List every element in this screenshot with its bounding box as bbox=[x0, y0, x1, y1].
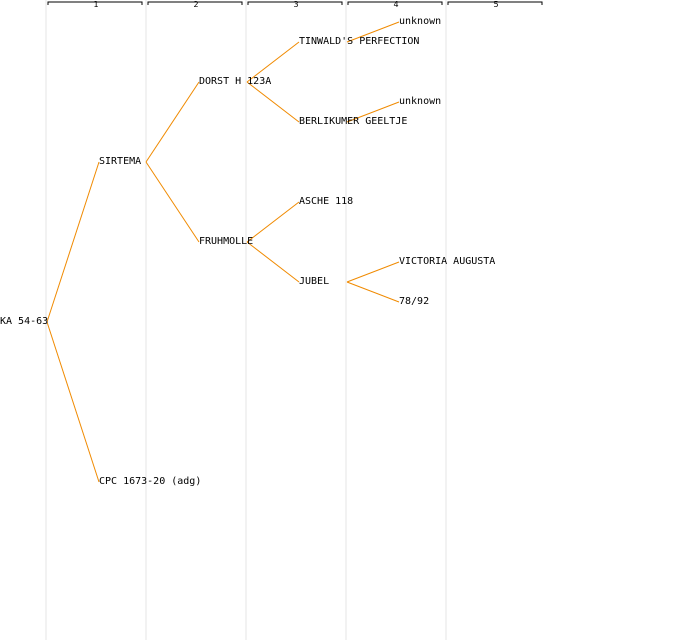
edge-g1_sire-g2_sire bbox=[145, 81, 200, 163]
column-header-label-1: 1 bbox=[93, 0, 99, 9]
node-gen3-a[interactable]: TINWALD'S PERFECTION bbox=[299, 36, 420, 47]
column-header-2: 2 bbox=[148, 0, 244, 9]
node-root[interactable]: KA 54-63 bbox=[0, 316, 49, 327]
edge-g1_sire-g2_dam bbox=[145, 161, 200, 243]
column-header-label-4: 4 bbox=[393, 0, 399, 9]
edge-g2_sire-g3_b bbox=[246, 81, 300, 123]
node-gen4-c[interactable]: VICTORIA AUGUSTA bbox=[399, 256, 496, 267]
edge-g3_b-g4_b bbox=[346, 101, 400, 123]
node-gen3-b[interactable]: BERLIKUMER GEELTJE bbox=[299, 116, 408, 127]
node-sire-sire[interactable]: DORST H 123A bbox=[199, 76, 272, 87]
node-sire-dam[interactable]: FRUHMOLLE bbox=[199, 236, 254, 247]
node-sire[interactable]: SIRTEMA bbox=[99, 156, 142, 167]
column-bracket-5 bbox=[447, 1, 543, 5]
column-header-4: 4 bbox=[348, 0, 444, 9]
node-gen4-b[interactable]: unknown bbox=[399, 96, 442, 107]
column-header-1: 1 bbox=[48, 0, 144, 9]
column-header-label-3: 3 bbox=[293, 0, 299, 9]
column-header-5: 5 bbox=[448, 0, 544, 9]
node-gen3-d[interactable]: JUBEL bbox=[299, 276, 330, 287]
column-header-label-2: 2 bbox=[193, 0, 199, 9]
column-bracket-1 bbox=[47, 1, 143, 5]
column-bracket-4 bbox=[347, 1, 443, 5]
node-gen4-d[interactable]: 78/92 bbox=[399, 296, 430, 307]
column-bracket-3 bbox=[247, 1, 343, 5]
column-bracket-2 bbox=[147, 1, 243, 5]
edge-g3_a-g4_a bbox=[346, 21, 400, 43]
column-grid bbox=[45, 0, 543, 640]
column-header-3: 3 bbox=[248, 0, 344, 9]
edge-root-g1_sire bbox=[46, 161, 100, 323]
node-gen4-a[interactable]: unknown bbox=[399, 16, 442, 27]
edge-g3_d-g4_c bbox=[346, 261, 400, 283]
node-dam[interactable]: CPC 1673-20 (adg) bbox=[99, 476, 202, 487]
edge-root-g1_dam bbox=[46, 321, 100, 483]
edge-layer bbox=[46, 21, 400, 483]
edge-g2_dam-g3_c bbox=[246, 201, 300, 243]
edge-g2_sire-g3_a bbox=[246, 41, 300, 83]
edge-g3_d-g4_d bbox=[346, 281, 400, 303]
node-gen3-c[interactable]: ASCHE 118 bbox=[299, 196, 354, 207]
edge-g2_dam-g3_d bbox=[246, 241, 300, 283]
column-header-label-5: 5 bbox=[493, 0, 499, 9]
